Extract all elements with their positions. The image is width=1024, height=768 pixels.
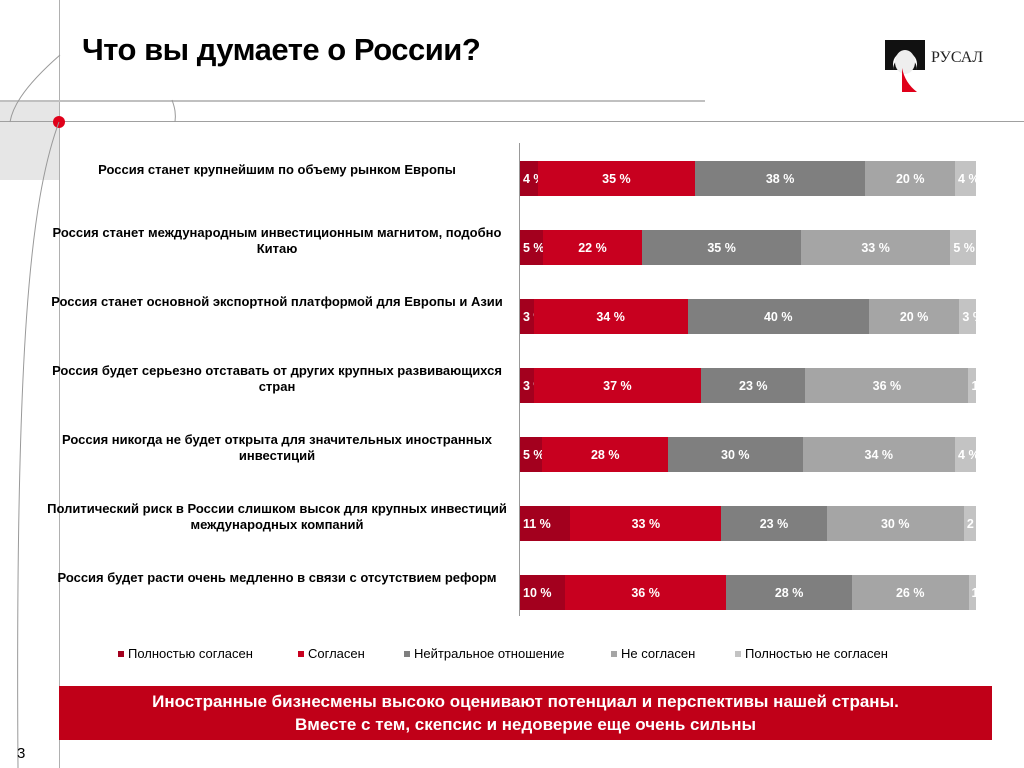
category-label: Россия будет расти очень медленно в связ… [57, 570, 497, 585]
bar-segment: 1 % [968, 575, 993, 610]
legend-item: Не согласен [611, 646, 695, 661]
category-label: Россия никогда не будет открыта для знач… [62, 432, 492, 463]
legend-label: Нейтральное отношение [414, 646, 565, 661]
legend-swatch [118, 650, 124, 657]
legend-item: Согласен [298, 646, 365, 661]
banner-line-1: Иностранные бизнесмены высоко оценивают … [152, 692, 899, 711]
bar-segment: 35 % [537, 161, 695, 196]
bar-segment: 33 % [570, 506, 722, 541]
bar-segment: 36 % [564, 575, 727, 610]
bar-segment: 37 % [533, 368, 702, 403]
legend-swatch [404, 650, 410, 657]
bar-segment: 22 % [542, 230, 643, 265]
legend-swatch [735, 650, 741, 657]
category-label: Россия станет крупнейшим по объему рынко… [98, 162, 456, 177]
legend-label: Полностью не согласен [745, 646, 888, 661]
bar-segment: 20 % [868, 299, 960, 334]
rusal-logo-icon [885, 40, 925, 92]
category-label: Россия будет серьезно отставать от други… [52, 363, 502, 394]
bar-segment: 10 % [520, 575, 568, 610]
legend-item: Нейтральное отношение [404, 646, 565, 661]
header-line-top [0, 100, 705, 102]
bar-segment: 33 % [800, 230, 951, 265]
bar-segment: 38 % [694, 161, 866, 196]
bar-segment: 34 % [802, 437, 956, 472]
banner-line-2: Вместе с тем, скепсис и недоверие еще оч… [295, 715, 756, 734]
bar-segment: 34 % [533, 299, 688, 334]
legend-swatch [298, 650, 304, 657]
bar-segment: 35 % [642, 230, 801, 265]
bar-segment: 26 % [851, 575, 969, 610]
bar-segment: 30 % [826, 506, 964, 541]
bar-segment: 23 % [721, 506, 827, 541]
bar-segment: 4 % [955, 161, 980, 196]
conclusion-banner: Иностранные бизнесмены высоко оценивают … [59, 686, 992, 740]
rusal-logo: РУСАЛ [885, 40, 983, 92]
legend-label: Полностью согласен [128, 646, 253, 661]
legend-label: Не согласен [621, 646, 696, 661]
bar-segment: 36 % [805, 368, 969, 403]
logo-text: РУСАЛ [931, 49, 984, 66]
bar-segment: 23 % [701, 368, 806, 403]
category-label: Россия станет международным инвестиционн… [52, 225, 502, 256]
left-vertical-line [59, 0, 60, 768]
legend-item: Полностью не согласен [735, 646, 888, 661]
bar-segment: 40 % [687, 299, 869, 334]
page-number: 3 [17, 745, 26, 762]
bar-segment: 28 % [542, 437, 668, 472]
header-line [0, 121, 1024, 122]
bar-segment: 5 % [520, 437, 546, 472]
page-title: Что вы думаете о России? [82, 32, 481, 67]
bar-segment: 1 % [968, 368, 993, 403]
bar-segment: 20 % [865, 161, 956, 196]
bar-segment: 28 % [726, 575, 852, 610]
left-gray-panel [0, 100, 59, 180]
legend-label: Согласен [308, 646, 365, 661]
bar-segment: 11 % [520, 506, 574, 541]
bar-segment: 2 % [963, 506, 988, 541]
legend-swatch [611, 650, 617, 657]
bar-segment: 4 % [955, 437, 980, 472]
bar-segment: 3 % [959, 299, 984, 334]
bar-segment: 30 % [668, 437, 803, 472]
chart-axis-line [519, 143, 520, 616]
bar-segment: 5 % [950, 230, 976, 265]
bar-segment: 5 % [520, 230, 546, 265]
category-label: Россия станет основной экспортной платфо… [51, 294, 503, 309]
category-label: Политический риск в России слишком высок… [47, 501, 507, 532]
decorative-arc [9, 54, 176, 768]
legend-item: Полностью согласен [118, 646, 253, 661]
